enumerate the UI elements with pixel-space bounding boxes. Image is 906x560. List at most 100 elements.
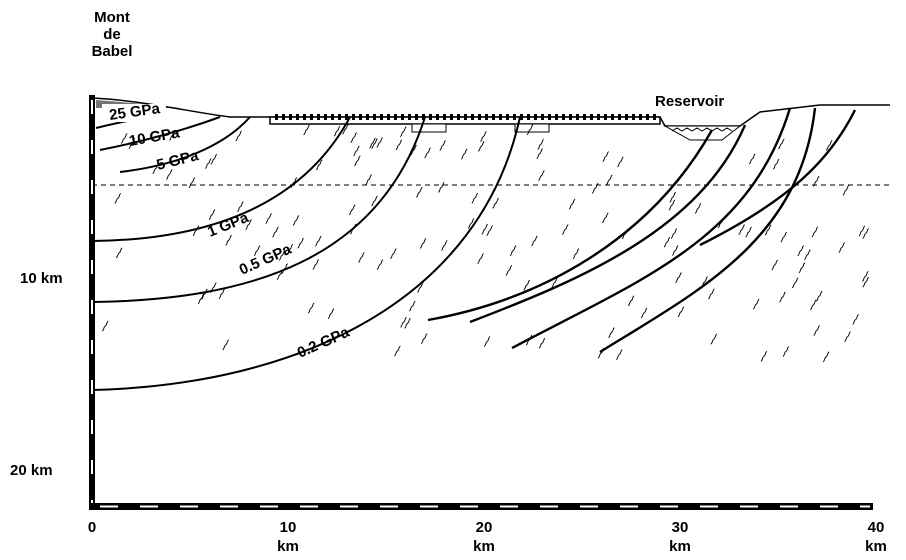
squiggle bbox=[677, 306, 685, 318]
squiggle bbox=[538, 337, 546, 349]
fault bbox=[427, 129, 714, 322]
squiggle bbox=[272, 226, 279, 238]
squiggle bbox=[671, 245, 679, 256]
squiggle bbox=[825, 139, 833, 151]
fault bbox=[699, 109, 857, 247]
squiggle bbox=[505, 264, 513, 276]
squiggle bbox=[253, 245, 261, 257]
squiggle bbox=[353, 145, 360, 157]
squiggle bbox=[640, 307, 648, 319]
squiggle bbox=[752, 298, 760, 310]
squiggle bbox=[779, 291, 786, 303]
squiggle bbox=[297, 237, 304, 249]
squiggle bbox=[810, 299, 817, 311]
squiggle bbox=[525, 334, 533, 346]
location-label: Babel bbox=[92, 43, 133, 60]
squiggle bbox=[315, 159, 323, 171]
contour-label: 0.2 GPa bbox=[295, 323, 353, 361]
squiggle bbox=[509, 245, 517, 257]
squiggle bbox=[354, 155, 361, 167]
squiggle bbox=[797, 245, 804, 257]
squiggle bbox=[376, 259, 384, 271]
fault bbox=[469, 124, 747, 324]
squiggle bbox=[822, 351, 830, 363]
squiggle bbox=[400, 126, 407, 138]
squiggle bbox=[394, 345, 401, 357]
squiggle bbox=[526, 124, 534, 136]
squiggle bbox=[439, 140, 446, 151]
distance-labels: 0 10 km 20 km 30 km 40 km bbox=[88, 519, 887, 555]
distance-label: 20 bbox=[476, 519, 493, 536]
squiggle bbox=[237, 201, 244, 213]
squiggle bbox=[416, 186, 423, 198]
squiggle bbox=[738, 224, 745, 236]
squiggle bbox=[852, 314, 859, 325]
squiggle bbox=[483, 336, 491, 347]
squiggle bbox=[478, 140, 485, 152]
squiggle bbox=[862, 270, 869, 282]
squiggle bbox=[523, 279, 530, 291]
squiggle bbox=[350, 132, 357, 144]
squiggle bbox=[315, 235, 322, 247]
squiggle bbox=[348, 204, 356, 216]
squiggle bbox=[745, 226, 752, 238]
squiggle bbox=[701, 276, 708, 288]
depth-label: 10 km bbox=[20, 270, 63, 287]
squiggle bbox=[749, 153, 756, 165]
location-label: de bbox=[103, 26, 121, 43]
squiggle bbox=[342, 123, 349, 135]
squiggle bbox=[694, 202, 702, 214]
squiggle bbox=[460, 148, 468, 160]
squiggle bbox=[617, 156, 624, 168]
squiggle bbox=[486, 225, 493, 237]
squiggle bbox=[591, 182, 599, 194]
squiggle bbox=[608, 327, 615, 339]
squiggle bbox=[467, 218, 475, 229]
squiggle bbox=[668, 199, 676, 211]
squiggle bbox=[480, 131, 487, 142]
squiggle bbox=[303, 124, 310, 136]
squiggle bbox=[572, 248, 580, 260]
squiggle bbox=[166, 169, 173, 180]
squiggle bbox=[102, 320, 109, 332]
squiggle bbox=[197, 293, 205, 305]
squiggle bbox=[424, 147, 431, 159]
squiggle bbox=[492, 197, 499, 209]
deposit bbox=[514, 123, 550, 133]
fault bbox=[599, 107, 817, 354]
squiggle bbox=[771, 259, 778, 271]
distance-label: 30 bbox=[672, 519, 689, 536]
squiggle bbox=[597, 347, 605, 359]
squiggle bbox=[710, 333, 718, 345]
squiggle bbox=[201, 288, 208, 300]
squiggle bbox=[404, 317, 411, 329]
depth-label: 20 km bbox=[10, 462, 53, 479]
distance-label: 10 bbox=[280, 519, 297, 536]
squiggle bbox=[842, 184, 850, 196]
squiggle bbox=[621, 228, 629, 240]
squiggle bbox=[670, 228, 678, 239]
label-bg bbox=[102, 104, 166, 122]
squiggle bbox=[858, 225, 866, 237]
squiggle bbox=[669, 191, 676, 203]
squiggle bbox=[290, 177, 298, 188]
contour-label: 1 GPa bbox=[205, 209, 251, 241]
squiggle bbox=[286, 243, 294, 255]
contour bbox=[119, 116, 251, 173]
squiggle bbox=[606, 174, 613, 186]
squiggle bbox=[862, 276, 869, 288]
squiggle bbox=[276, 269, 284, 281]
squiggle bbox=[222, 339, 229, 351]
distance-label: 0 bbox=[88, 519, 96, 536]
distance-label: 40 bbox=[868, 519, 885, 536]
squiggle bbox=[128, 138, 136, 150]
squiggle bbox=[114, 192, 122, 204]
squiggle bbox=[812, 175, 820, 187]
squiggle bbox=[813, 325, 820, 336]
squiggle bbox=[481, 223, 488, 235]
squiggle bbox=[281, 263, 288, 275]
squiggle bbox=[531, 235, 538, 247]
squiggle bbox=[438, 181, 445, 193]
squiggle bbox=[417, 281, 424, 293]
squiggle bbox=[188, 177, 196, 189]
